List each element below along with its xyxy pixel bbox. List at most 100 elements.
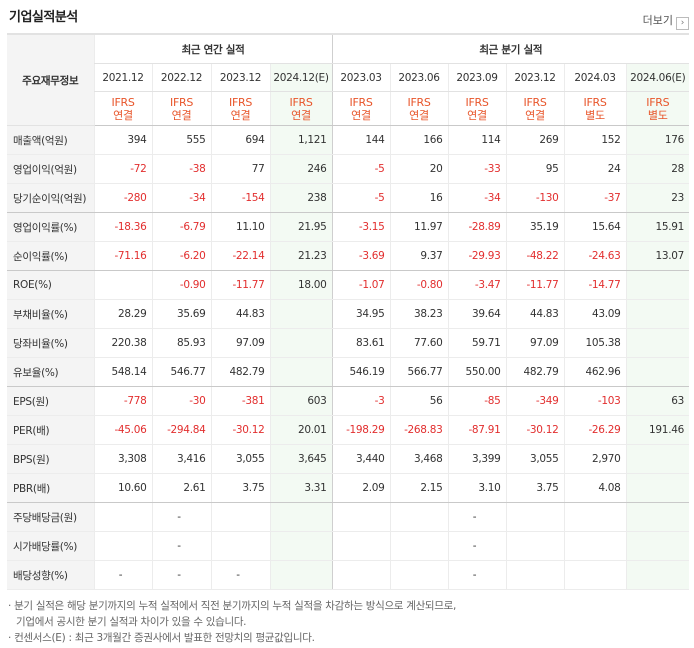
table-cell: 2.15 bbox=[389, 473, 448, 503]
table-cell: 191.46 bbox=[625, 415, 689, 445]
table-cell bbox=[563, 560, 626, 590]
table-cell: -381 bbox=[210, 386, 270, 416]
row-label: EPS(원) bbox=[7, 386, 94, 416]
basis-header: IFRS 별도 bbox=[625, 91, 689, 126]
table-cell: -280 bbox=[93, 183, 152, 213]
table-cell: -3 bbox=[331, 386, 390, 416]
section-title: 기업실적분석 bbox=[9, 10, 78, 25]
table-row: ROE(%) -0.90 -11.77 18.00 -1.07 -0.80 -3.47 -11… bbox=[7, 270, 689, 300]
table-cell bbox=[210, 502, 270, 532]
table-cell: 3.75 bbox=[210, 473, 270, 503]
period-header: 2024.12(E) bbox=[269, 63, 332, 92]
table-cell: 566.77 bbox=[389, 357, 448, 387]
table-row: PER(배) -45.06 -294.84 -30.12 20.01 -198.29 -26… bbox=[7, 415, 689, 445]
table-cell: 11.10 bbox=[210, 212, 270, 242]
basis-label: 연결 bbox=[291, 108, 311, 122]
table-cell: 3,645 bbox=[269, 444, 332, 474]
table-row: BPS(원) 3,308 3,416 3,055 3,645 3,440 3,468 3,39… bbox=[7, 444, 689, 474]
table-cell: 35.69 bbox=[151, 299, 211, 329]
table-cell bbox=[625, 531, 689, 561]
table-cell: -45.06 bbox=[93, 415, 152, 445]
table-cell: 546.77 bbox=[151, 357, 211, 387]
ifrs-label: IFRS bbox=[646, 95, 670, 109]
basis-header: IFRS 연결 bbox=[210, 91, 270, 126]
table-row: 배당성향(%) - - - - bbox=[7, 560, 689, 590]
basis-label: 연결 bbox=[113, 108, 133, 122]
table-cell bbox=[563, 502, 626, 532]
table-row: 순이익률(%) -71.16 -6.20 -22.14 21.23 -3.69 9.37 -2… bbox=[7, 241, 689, 271]
basis-header: IFRS 연결 bbox=[151, 91, 211, 126]
table-cell: 77.60 bbox=[389, 328, 448, 358]
table-cell: 97.09 bbox=[210, 328, 270, 358]
table-cell bbox=[625, 560, 689, 590]
table-cell: -3.15 bbox=[331, 212, 390, 242]
period-header: 2023.12 bbox=[210, 63, 270, 92]
basis-header: IFRS 연결 bbox=[93, 91, 152, 126]
more-link[interactable]: 더보기 › bbox=[643, 12, 689, 30]
table-cell: 482.79 bbox=[505, 357, 564, 387]
table-cell: -24.63 bbox=[563, 241, 626, 271]
footnotes: · 분기 실적은 해당 분기까지의 누적 실적에서 직전 분기까지의 누적 실적… bbox=[8, 598, 456, 646]
table-cell: -6.79 bbox=[151, 212, 211, 242]
basis-label: 별도 bbox=[647, 108, 668, 122]
row-label: 영업이익(억원) bbox=[7, 154, 94, 184]
period-header: 2023.12 bbox=[505, 63, 564, 92]
table-cell: -72 bbox=[93, 154, 152, 184]
table-cell bbox=[389, 531, 448, 561]
table-cell: 43.09 bbox=[563, 299, 626, 329]
table-cell: 13.07 bbox=[625, 241, 689, 271]
table-cell: 35.19 bbox=[505, 212, 564, 242]
table-cell: -14.77 bbox=[563, 270, 626, 300]
row-label: 주당배당금(원) bbox=[7, 502, 94, 532]
table-cell: 20 bbox=[389, 154, 448, 184]
basis-label: 별도 bbox=[585, 108, 605, 122]
row-label: 배당성향(%) bbox=[7, 560, 94, 590]
table-cell: 3,416 bbox=[151, 444, 211, 474]
table-cell: 95 bbox=[505, 154, 564, 184]
table-cell bbox=[625, 270, 689, 300]
table-cell: -87.91 bbox=[447, 415, 506, 445]
row-label: 매출액(억원) bbox=[7, 125, 94, 155]
table-cell: 44.83 bbox=[505, 299, 564, 329]
table-cell bbox=[331, 502, 390, 532]
table-cell: - bbox=[210, 560, 270, 590]
table-cell: -33 bbox=[447, 154, 506, 184]
table-cell: 246 bbox=[269, 154, 332, 184]
table-cell bbox=[331, 531, 390, 561]
table-cell: -268.83 bbox=[389, 415, 448, 445]
table-cell: 105.38 bbox=[563, 328, 626, 358]
ifrs-label: IFRS bbox=[583, 95, 607, 109]
table-cell: -11.77 bbox=[505, 270, 564, 300]
table-cell bbox=[93, 270, 152, 300]
basis-label: 연결 bbox=[525, 108, 545, 122]
table-cell: -71.16 bbox=[93, 241, 152, 271]
table-cell: -0.80 bbox=[389, 270, 448, 300]
table-cell: 83.61 bbox=[331, 328, 390, 358]
table-cell: 28.29 bbox=[93, 299, 152, 329]
table-cell: -30.12 bbox=[210, 415, 270, 445]
table-cell: 394 bbox=[93, 125, 152, 155]
table-cell: 11.97 bbox=[389, 212, 448, 242]
table-cell bbox=[331, 560, 390, 590]
basis-label: 연결 bbox=[351, 108, 371, 122]
table-row: 영업이익률(%) -18.36 -6.79 11.10 21.95 -3.15 11.97-… bbox=[7, 212, 689, 242]
table-cell: 28 bbox=[625, 154, 689, 184]
table-cell: 3.10 bbox=[447, 473, 506, 503]
table-cell bbox=[93, 531, 152, 561]
table-cell: 15.91 bbox=[625, 212, 689, 242]
table-cell: -1.07 bbox=[331, 270, 390, 300]
table-cell: -18.36 bbox=[93, 212, 152, 242]
table-cell bbox=[625, 444, 689, 474]
row-label: 당기순이익(억원) bbox=[7, 183, 94, 213]
table-row: 영업이익(억원) -72 -38 77 246 -5 20 -33 95 24 28 bbox=[7, 154, 689, 184]
table-cell: 59.71 bbox=[447, 328, 506, 358]
table-cell: 462.96 bbox=[563, 357, 626, 387]
table-cell: 63 bbox=[625, 386, 689, 416]
period-header: 2024.06(E) bbox=[625, 63, 689, 92]
ifrs-label: IFRS bbox=[289, 95, 313, 109]
ifrs-label: IFRS bbox=[170, 95, 193, 109]
table-cell: 3.75 bbox=[505, 473, 564, 503]
table-cell: 3,308 bbox=[93, 444, 152, 474]
basis-label: 연결 bbox=[171, 108, 192, 122]
